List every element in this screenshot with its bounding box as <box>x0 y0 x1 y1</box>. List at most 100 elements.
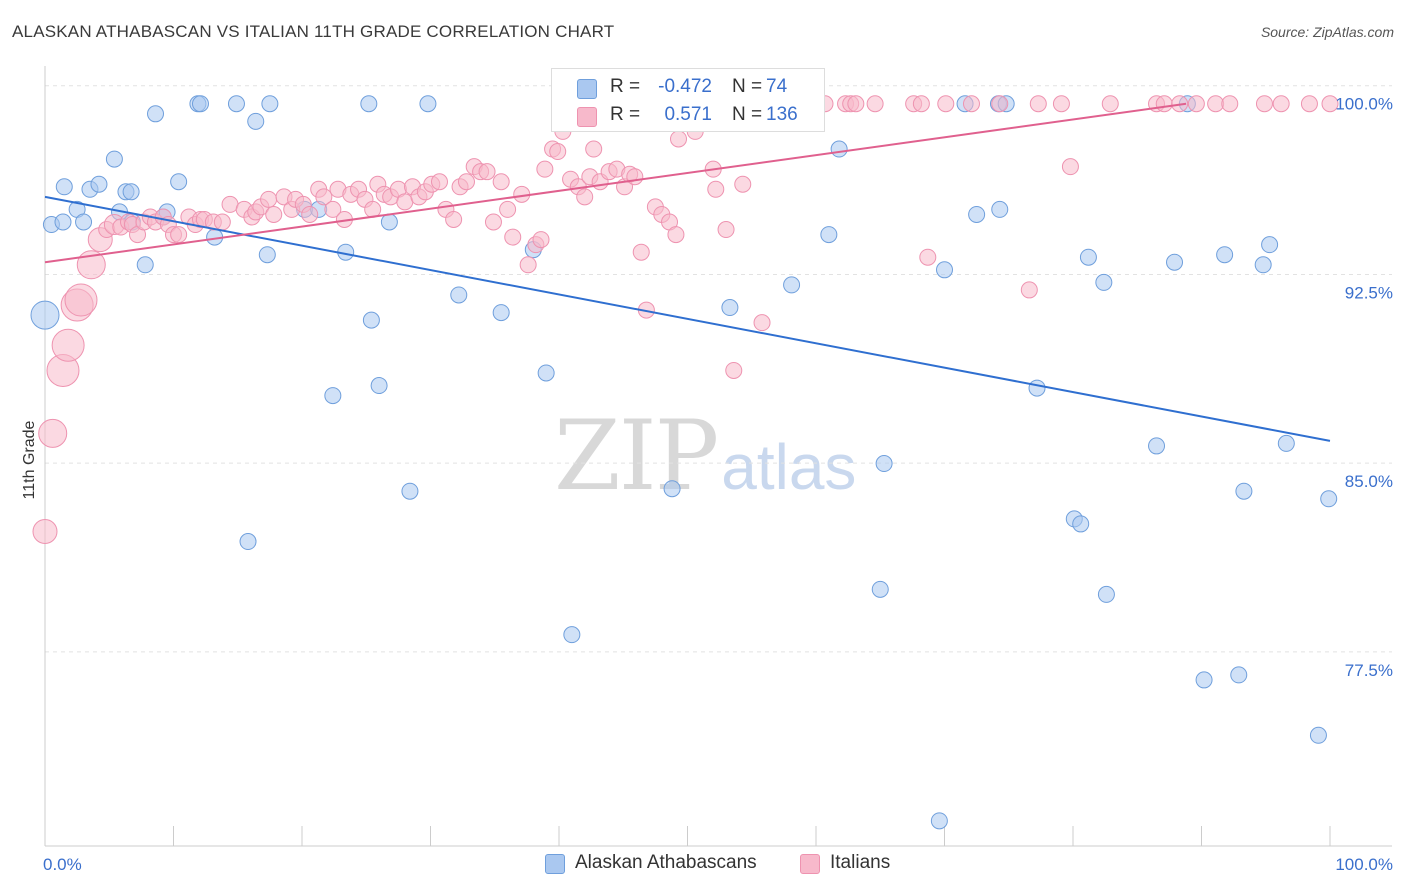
athabascan-point <box>360 95 378 113</box>
athabascan-point <box>936 261 953 279</box>
italian-point <box>260 190 278 208</box>
italian-point <box>1187 95 1205 113</box>
italian-point <box>430 173 448 191</box>
italian-point <box>324 200 342 218</box>
athabascan-point <box>419 95 437 113</box>
chart-title: ALASKAN ATHABASCAN VS ITALIAN 11TH GRADE… <box>12 22 615 41</box>
athabascan-point <box>1195 671 1213 689</box>
athabascan-point <box>492 304 510 322</box>
athabascan-point <box>1261 236 1279 254</box>
italian-point <box>213 213 231 231</box>
italian-point <box>632 243 650 261</box>
italian-point <box>484 213 502 231</box>
italian-point <box>626 168 644 186</box>
athabascan-point <box>324 387 342 405</box>
italian-point <box>1052 95 1070 113</box>
italian-point <box>734 175 752 193</box>
legend-r-label: R = <box>610 104 641 125</box>
correlation-legend: R = -0.472 N = 74 R = 0.571 N = 136 <box>551 68 825 132</box>
italian-point <box>670 130 688 148</box>
athabascan-point <box>721 299 739 317</box>
athabascan-point <box>1235 482 1253 500</box>
italian-point <box>725 361 743 379</box>
legend-r-value: -0.472 <box>658 76 712 97</box>
athabascan-point <box>930 812 948 830</box>
athabascan-point <box>1028 379 1046 397</box>
italian-point <box>962 95 980 113</box>
italian-point <box>912 95 930 113</box>
italian-point <box>499 200 517 218</box>
italian-point <box>445 210 463 228</box>
athabascan-point <box>170 173 188 191</box>
athabascan-trend-line <box>44 195 1331 442</box>
legend-series-name: Italians <box>830 852 891 873</box>
italian-point <box>1155 95 1173 113</box>
athabascan-point <box>136 256 154 274</box>
italian-point <box>937 95 955 113</box>
italian-point <box>753 314 771 332</box>
italian-point <box>1321 95 1339 113</box>
legend-row-athabascan: R = -0.472 N = 74 <box>552 73 824 101</box>
athabascan-point <box>239 533 257 551</box>
points <box>30 95 1339 830</box>
legend-n-value: 74 <box>766 76 788 97</box>
italian-point <box>585 140 603 158</box>
italian-point <box>919 248 937 266</box>
italian-point <box>1020 281 1038 299</box>
italian-point <box>265 205 283 223</box>
athabascan-point <box>830 140 848 158</box>
athabascan-point <box>1277 434 1295 452</box>
athabascan-point <box>1079 248 1097 266</box>
source-label: Source: ZipAtlas.com <box>1260 24 1394 40</box>
italian-point <box>991 95 1009 113</box>
legend-n-value: 136 <box>766 104 798 125</box>
italian-point <box>536 160 554 178</box>
athabascan-point <box>75 213 93 231</box>
legend-r-label: R = <box>610 76 641 97</box>
italian-point <box>717 221 735 239</box>
athabascan-point <box>450 286 468 304</box>
athabascan-point <box>247 112 265 130</box>
italian-point <box>1255 95 1273 113</box>
athabascan-point <box>1072 515 1090 533</box>
italian-point <box>32 518 58 544</box>
legend-swatch-blue <box>545 854 565 874</box>
athabascan-point <box>54 213 72 231</box>
athabascan-point <box>968 205 986 223</box>
italian-point <box>519 256 537 274</box>
athabascan-point <box>362 311 380 329</box>
athabascan-point <box>783 276 801 294</box>
italian-point <box>1207 95 1225 113</box>
athabascan-point <box>991 200 1009 218</box>
legend-n-label: N = <box>732 76 763 97</box>
athabascan-point <box>90 175 108 193</box>
italian-point <box>38 418 68 448</box>
athabascan-point <box>537 364 555 382</box>
italian-point <box>576 188 594 206</box>
y-tick-label: 77.5% <box>1345 661 1393 680</box>
athabascan-point <box>55 178 73 196</box>
athabascan-point <box>261 95 279 113</box>
watermark-zip: ZIP <box>554 400 719 512</box>
series-legend: Alaskan Athabascans Italians <box>0 852 1406 878</box>
athabascan-point <box>1216 246 1234 264</box>
italian-point <box>1300 95 1318 113</box>
athabascan-point <box>105 150 123 168</box>
italian-point <box>301 205 319 223</box>
athabascan-point <box>191 95 209 113</box>
italian-point <box>1221 95 1239 113</box>
athabascan-point <box>147 105 165 123</box>
legend-row-italian: R = 0.571 N = 136 <box>552 101 824 129</box>
italian-point <box>478 163 496 181</box>
legend-swatch-pink <box>800 854 820 874</box>
legend-swatch-blue <box>577 79 597 99</box>
athabascan-point <box>401 482 419 500</box>
athabascan-point <box>1254 256 1272 274</box>
axes <box>44 66 1392 847</box>
x-tick-label: 0.0% <box>43 855 82 874</box>
legend-n-label: N = <box>732 104 763 125</box>
legend-swatch-pink <box>577 107 597 127</box>
italian-point <box>707 180 725 198</box>
athabascan-point <box>370 377 388 395</box>
athabascan-point <box>258 246 276 264</box>
